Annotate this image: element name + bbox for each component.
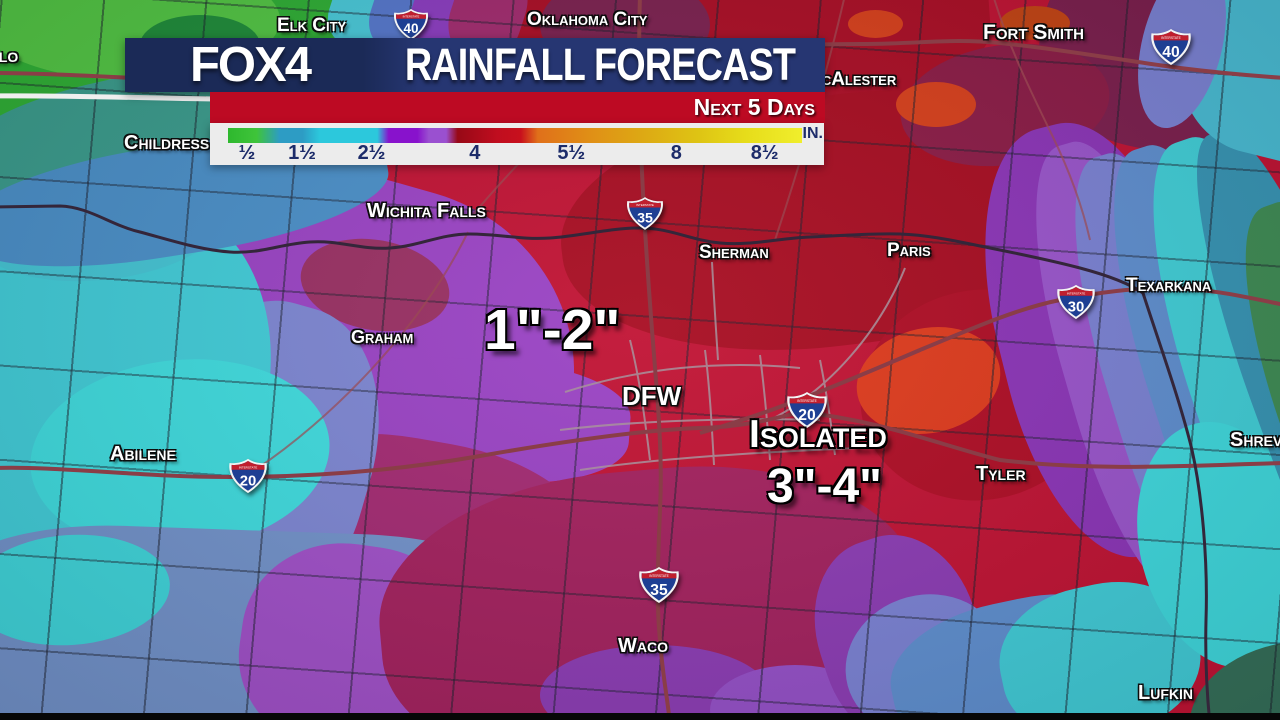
city-label-dfw: DFW	[622, 381, 682, 411]
city-label-oklahoma-city: Oklahoma City	[527, 9, 648, 30]
rainfall-annotation: Isolated	[749, 413, 887, 456]
interstate-35-shield: INTERSTATE 35	[638, 566, 680, 609]
legend-tick-label: 1½	[288, 142, 316, 164]
shield-route-number: 30	[1068, 299, 1085, 315]
legend-tick-label: 2½	[357, 142, 386, 164]
header-banner: FOX4 RAINFALL FORECAST	[125, 38, 825, 92]
legend-tick-label: 5½	[557, 142, 586, 164]
rainfall-annotation: 3"-4"	[767, 460, 882, 513]
legend-unit-label: IN.	[802, 125, 823, 142]
shield-route-number: 20	[240, 473, 257, 489]
subtitle-bar: Next 5 Days	[210, 92, 825, 123]
rainfall-legend: ½ 1½ 2½ 4 5½ 8 8½ IN.	[210, 123, 824, 165]
city-label-tyler: Tyler	[976, 463, 1026, 485]
shield-interstate-text: INTERSTATE	[239, 465, 258, 469]
city-label-wichita-falls: Wichita Falls	[367, 200, 486, 222]
legend-gradient-bar	[228, 128, 802, 143]
legend-tick-label: 4	[469, 142, 481, 164]
interstate-30-shield: INTERSTATE 30	[1056, 284, 1096, 325]
city-label-abilene: Abilene	[110, 443, 176, 465]
city-label-elk-city: Elk City	[277, 15, 347, 36]
city-label-texarkana: Texarkana	[1126, 275, 1212, 296]
interstate-35-shield: INTERSTATE 35	[626, 196, 664, 236]
shield-interstate-text: INTERSTATE	[636, 203, 654, 207]
shield-route-number: 35	[637, 211, 653, 227]
city-label-amarillo: Amarillo	[0, 45, 19, 67]
legend-tick-label: ½	[238, 142, 256, 164]
shield-interstate-text: INTERSTATE	[1161, 36, 1181, 40]
city-label-childress: Childress	[124, 132, 210, 154]
fox4-logo: FOX4	[190, 38, 312, 92]
legend-tick-label: 8½	[750, 142, 779, 164]
interstate-20-shield: INTERSTATE 20	[228, 458, 268, 499]
city-label-shreveport: Shreveport	[1230, 429, 1280, 451]
letterbox-bar	[0, 713, 1280, 720]
subtitle-text: Next 5 Days	[693, 94, 815, 120]
city-label-lufkin: Lufkin	[1138, 682, 1193, 704]
city-label-paris: Paris	[887, 240, 931, 261]
shield-interstate-text: INTERSTATE	[797, 399, 817, 403]
city-label-graham: Graham	[351, 327, 414, 347]
page-title: RAINFALL FORECAST	[404, 39, 796, 90]
city-label-fort-smith: Fort Smith	[983, 21, 1084, 44]
city-label-sherman: Sherman	[699, 242, 769, 263]
city-label-waco: Waco	[618, 635, 668, 657]
legend-scale: ½ 1½ 2½ 4 5½ 8 8½	[228, 143, 802, 163]
shield-route-number: 35	[650, 582, 668, 599]
shield-interstate-text: INTERSTATE	[649, 574, 669, 578]
shield-route-number: 40	[1162, 44, 1180, 61]
legend-tick-label: 8	[670, 142, 682, 164]
rainfall-annotation: 1"-2"	[484, 298, 621, 362]
shield-route-number: 40	[403, 21, 418, 36]
interstate-40-shield: INTERSTATE 40	[1150, 28, 1192, 71]
shield-interstate-text: INTERSTATE	[1067, 291, 1086, 295]
shield-interstate-text: INTERSTATE	[403, 15, 420, 19]
us-highway-white	[0, 93, 216, 102]
